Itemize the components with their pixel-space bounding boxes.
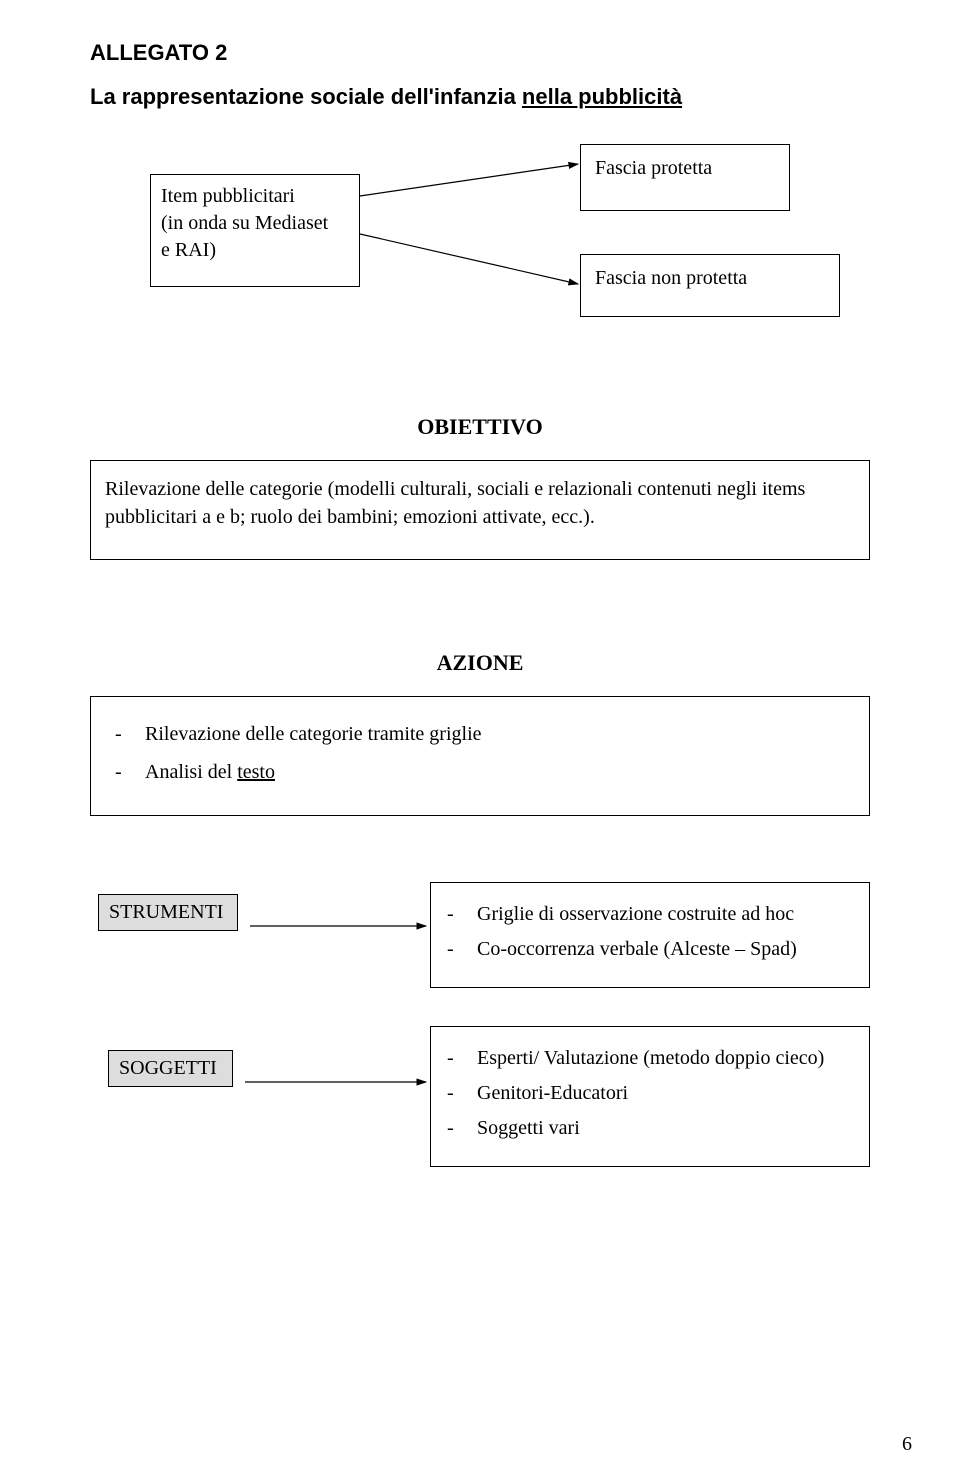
azione-item-2-under: testo [237,761,275,783]
soggetti-label-text: SOGGETTI [119,1057,217,1079]
azione-item-1-text: Rilevazione delle categorie tramite grig… [145,715,482,753]
fascia-protetta-text: Fascia protetta [595,157,712,179]
arrow-to-protetta [360,164,578,196]
title-underlined: nella pubblicità [522,84,682,109]
azione-item-2: - Analisi del testo [115,753,845,791]
soggetti-row: SOGGETTI - Esperti/ Valutazione (metodo … [90,1022,870,1172]
dash-icon: - [447,1076,461,1111]
soggetti-item-3-text: Soggetti vari [477,1111,580,1146]
dash-icon: - [115,753,129,791]
page-number: 6 [902,1433,912,1456]
strumenti-label: STRUMENTI [98,894,238,931]
strumenti-item-1-text: Griglie di osservazione costruite ad hoc [477,897,794,932]
azione-item-2-pre: Analisi del [145,761,237,783]
strumenti-item-1: - Griglie di osservazione costruite ad h… [447,897,853,932]
page-title: La rappresentazione sociale dell'infanzi… [90,84,870,110]
soggetti-item-3: - Soggetti vari [447,1111,853,1146]
dash-icon: - [447,1111,461,1146]
item-pubblicitari-box: Item pubblicitari (in onda su Mediaset e… [150,174,360,287]
azione-box: - Rilevazione delle categorie tramite gr… [90,696,870,816]
fascia-protetta-box: Fascia protetta [580,144,790,211]
azione-item-1: - Rilevazione delle categorie tramite gr… [115,715,845,753]
fascia-non-protetta-box: Fascia non protetta [580,254,840,317]
input-to-fascia-row: Item pubblicitari (in onda su Mediaset e… [90,144,870,324]
attachment-heading: ALLEGATO 2 [90,40,870,66]
dash-icon: - [115,715,129,753]
title-plain: La rappresentazione sociale dell'infanzi… [90,84,522,109]
obiettivo-text: Rilevazione delle categorie (modelli cul… [105,478,805,528]
arrow-to-non-protetta [360,234,578,284]
input-line2: (in onda su Mediaset [161,210,349,237]
input-line1: Item pubblicitari [161,183,349,210]
strumenti-item-2: - Co-occorrenza verbale (Alceste – Spad) [447,932,853,967]
input-line3: e RAI) [161,237,349,264]
dash-icon: - [447,932,461,967]
fascia-non-protetta-text: Fascia non protetta [595,267,747,289]
obiettivo-box: Rilevazione delle categorie (modelli cul… [90,460,870,560]
soggetti-label: SOGGETTI [108,1050,233,1087]
obiettivo-title: OBIETTIVO [90,414,870,440]
strumenti-row: STRUMENTI - Griglie di osservazione cost… [90,876,870,986]
dash-icon: - [447,1041,461,1076]
soggetti-item-1: - Esperti/ Valutazione (metodo doppio ci… [447,1041,853,1076]
strumenti-label-text: STRUMENTI [109,901,223,923]
strumenti-box: - Griglie di osservazione costruite ad h… [430,882,870,988]
strumenti-item-2-text: Co-occorrenza verbale (Alceste – Spad) [477,932,797,967]
soggetti-item-2-text: Genitori-Educatori [477,1076,628,1111]
soggetti-item-1-text: Esperti/ Valutazione (metodo doppio ciec… [477,1041,824,1076]
dash-icon: - [447,897,461,932]
soggetti-item-2: - Genitori-Educatori [447,1076,853,1111]
azione-title: AZIONE [90,650,870,676]
soggetti-box: - Esperti/ Valutazione (metodo doppio ci… [430,1026,870,1167]
